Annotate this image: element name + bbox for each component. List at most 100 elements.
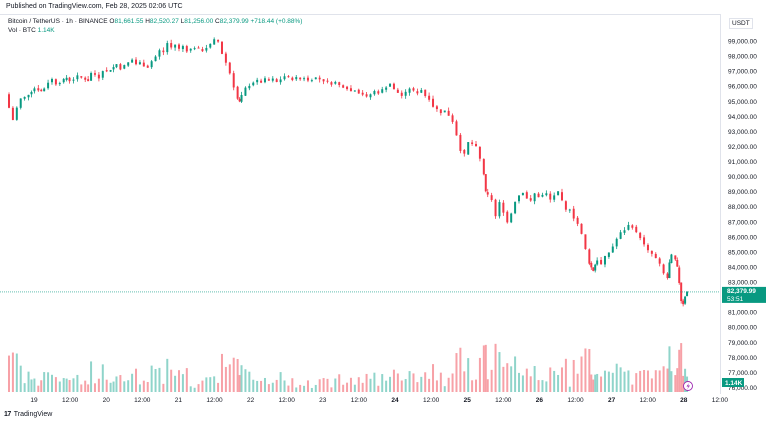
volume-bar <box>166 358 169 392</box>
volume-bar <box>291 378 294 392</box>
candle-body <box>588 249 591 264</box>
candle-body <box>40 89 43 92</box>
volume-bar <box>252 379 255 392</box>
candle-body <box>62 79 65 83</box>
volume-bar <box>619 367 622 392</box>
volume-bar <box>43 372 46 392</box>
volume-bar <box>346 382 349 392</box>
candle-body <box>330 82 333 85</box>
x-tick-label: 23 <box>319 397 327 404</box>
volume-bar <box>84 380 87 392</box>
volume-bar <box>240 365 243 392</box>
candle-body <box>310 80 313 82</box>
candle-body <box>361 92 364 95</box>
volume-bar <box>510 366 513 392</box>
candle-body <box>299 77 302 80</box>
volume-bar <box>105 379 108 392</box>
volume-bar <box>119 375 122 392</box>
volume-bar <box>471 380 474 392</box>
candle-body <box>607 252 610 257</box>
y-tick-label: 99,000.00 <box>728 39 757 46</box>
chart-pane[interactable] <box>0 14 721 394</box>
volume-bar <box>58 381 61 392</box>
volume-legend: Vol · BTC 1.14K <box>8 27 55 34</box>
candle-body <box>643 237 646 245</box>
candle-body <box>205 47 208 51</box>
candle-body <box>23 96 26 99</box>
candle-body <box>455 121 458 136</box>
volume-bar <box>668 346 671 392</box>
volume-bar <box>592 379 595 392</box>
lightning-glyph-icon <box>686 383 690 390</box>
volume-bar <box>650 378 653 392</box>
candle-body <box>248 85 251 89</box>
y-tick-label: 93,000.00 <box>728 129 757 136</box>
volume-bar <box>357 377 360 392</box>
currency-button[interactable]: USDT <box>729 18 753 29</box>
candle-body <box>682 300 685 305</box>
close-value: 82,379.99 <box>219 18 249 25</box>
candle-body <box>590 262 593 268</box>
candle-body <box>15 107 18 120</box>
volume-bar <box>334 378 337 392</box>
volume-bar <box>342 384 345 392</box>
volume-bar <box>62 378 65 392</box>
candle-body <box>592 267 595 271</box>
candle-body <box>564 201 567 210</box>
candle-body <box>518 195 520 202</box>
volume-bar <box>109 382 112 392</box>
candle-body <box>676 259 679 267</box>
volume-bar <box>484 344 487 392</box>
candle-body <box>279 79 282 83</box>
candle-body <box>105 70 108 72</box>
candle-body <box>154 56 157 62</box>
volume-bar <box>451 373 454 392</box>
y-tick-label: 86,000.00 <box>728 234 757 241</box>
candle-body <box>619 232 622 239</box>
volume-bar <box>674 375 677 392</box>
y-tick-label: 83,000.00 <box>728 280 757 287</box>
candle-body <box>490 195 493 201</box>
candle-body <box>68 77 71 82</box>
volume-bar <box>76 374 79 392</box>
candle-body <box>90 72 93 81</box>
volume-bar <box>506 363 509 392</box>
candle-body <box>432 98 435 107</box>
volume-bar <box>369 378 372 392</box>
x-tick-label: 12:00 <box>351 397 368 404</box>
volume-bar <box>443 386 446 392</box>
y-tick-label: 79,000.00 <box>728 340 757 347</box>
volume-bar <box>72 378 75 392</box>
volume-bar <box>349 377 352 392</box>
volume-bar <box>267 384 270 392</box>
volume-bar <box>299 384 302 392</box>
candle-body <box>303 78 306 80</box>
candle-body <box>306 77 309 81</box>
candle-body <box>295 77 298 80</box>
candle-body <box>369 94 372 98</box>
volume-bar <box>475 379 478 392</box>
volume-bar <box>615 363 618 392</box>
volume-bar <box>392 369 395 392</box>
volume-bar <box>600 376 603 392</box>
candle-body <box>76 75 79 80</box>
y-tick-label: 77,000.00 <box>728 370 757 377</box>
volume-bar <box>115 376 118 392</box>
volume-bar <box>23 383 26 392</box>
y-tick-label: 96,000.00 <box>728 84 757 91</box>
candle-body <box>684 296 687 304</box>
candle-body <box>209 43 212 48</box>
candle-body <box>580 223 583 234</box>
volume-bar <box>381 374 384 392</box>
volume-bar <box>135 368 138 392</box>
volume-bar <box>154 369 157 392</box>
candle-body <box>521 193 524 196</box>
candle-body <box>353 90 356 92</box>
volume-bar <box>541 380 544 392</box>
candle-body <box>135 59 138 65</box>
candle-body <box>420 90 423 93</box>
volume-badge-value: 1.14K <box>725 380 743 387</box>
volume-bar <box>463 371 466 392</box>
y-tick-label: 97,000.00 <box>728 69 757 76</box>
